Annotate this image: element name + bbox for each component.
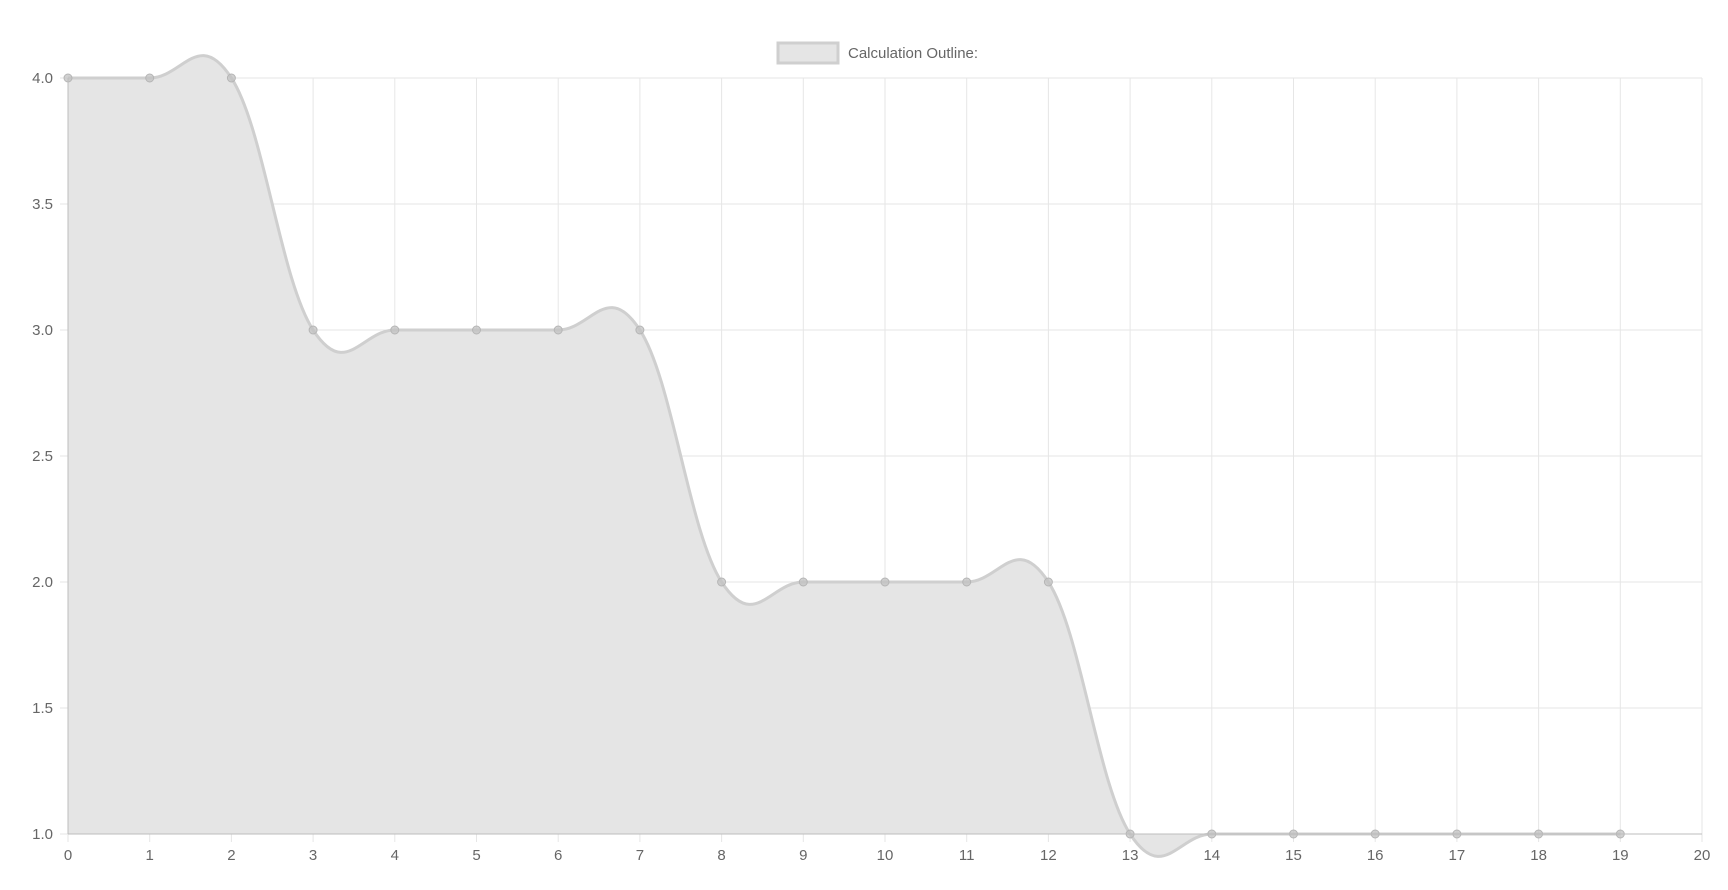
x-tick-label: 15 [1285,847,1302,864]
legend-swatch[interactable] [776,41,840,65]
y-tick-label: 1.0 [32,826,53,843]
y-tick-label: 4.0 [32,70,53,87]
x-tick-label: 1 [146,847,154,864]
y-tick-label: 2.5 [32,448,53,465]
y-tick-label: 2.0 [32,574,53,591]
data-point[interactable] [226,73,236,83]
axes: 0 1 2 3 4 5 6 7 8 9 10 11 12 13 14 15 16 17 18 19 201.01.52.… [32,70,1710,864]
x-tick-label: 12 [1040,847,1057,864]
series-area-fill [68,55,1621,857]
data-point[interactable] [962,577,972,587]
y-tick-label: 3.5 [32,196,53,213]
x-tick-label: 0 [64,847,72,864]
data-point[interactable] [717,577,727,587]
data-point[interactable] [798,577,808,587]
y-tick-label: 1.5 [32,700,53,717]
x-tick-label: 20 [1694,847,1711,864]
x-tick-label: 9 [799,847,807,864]
data-point[interactable] [1043,577,1053,587]
x-tick-label: 14 [1203,847,1220,864]
x-tick-label: 5 [472,847,480,864]
x-tick-label: 3 [309,847,317,864]
data-point[interactable] [472,325,481,335]
x-tick-label: 6 [554,847,562,864]
data-point[interactable] [635,325,645,335]
x-tick-label: 4 [391,847,399,864]
x-tick-label: 17 [1449,847,1466,864]
x-tick-label: 13 [1122,847,1139,864]
x-tick-label: 16 [1367,847,1384,864]
x-tick-label: 10 [877,847,894,864]
x-tick-label: 2 [227,847,235,864]
x-tick-label: 8 [717,847,725,864]
x-tick-label: 7 [636,847,644,864]
legend-label[interactable]: Calculation Outline: [848,45,978,62]
x-tick-label: 19 [1612,847,1629,864]
data-point[interactable] [390,325,400,335]
data-point[interactable] [145,73,155,83]
data-point[interactable] [553,325,563,335]
legend[interactable]: Calculation Outline: [776,41,978,65]
y-tick-label: 3.0 [32,322,53,339]
data-point[interactable] [308,325,318,335]
x-tick-label: 18 [1530,847,1547,864]
x-tick-label: 11 [959,847,975,864]
data-point[interactable] [880,577,890,587]
